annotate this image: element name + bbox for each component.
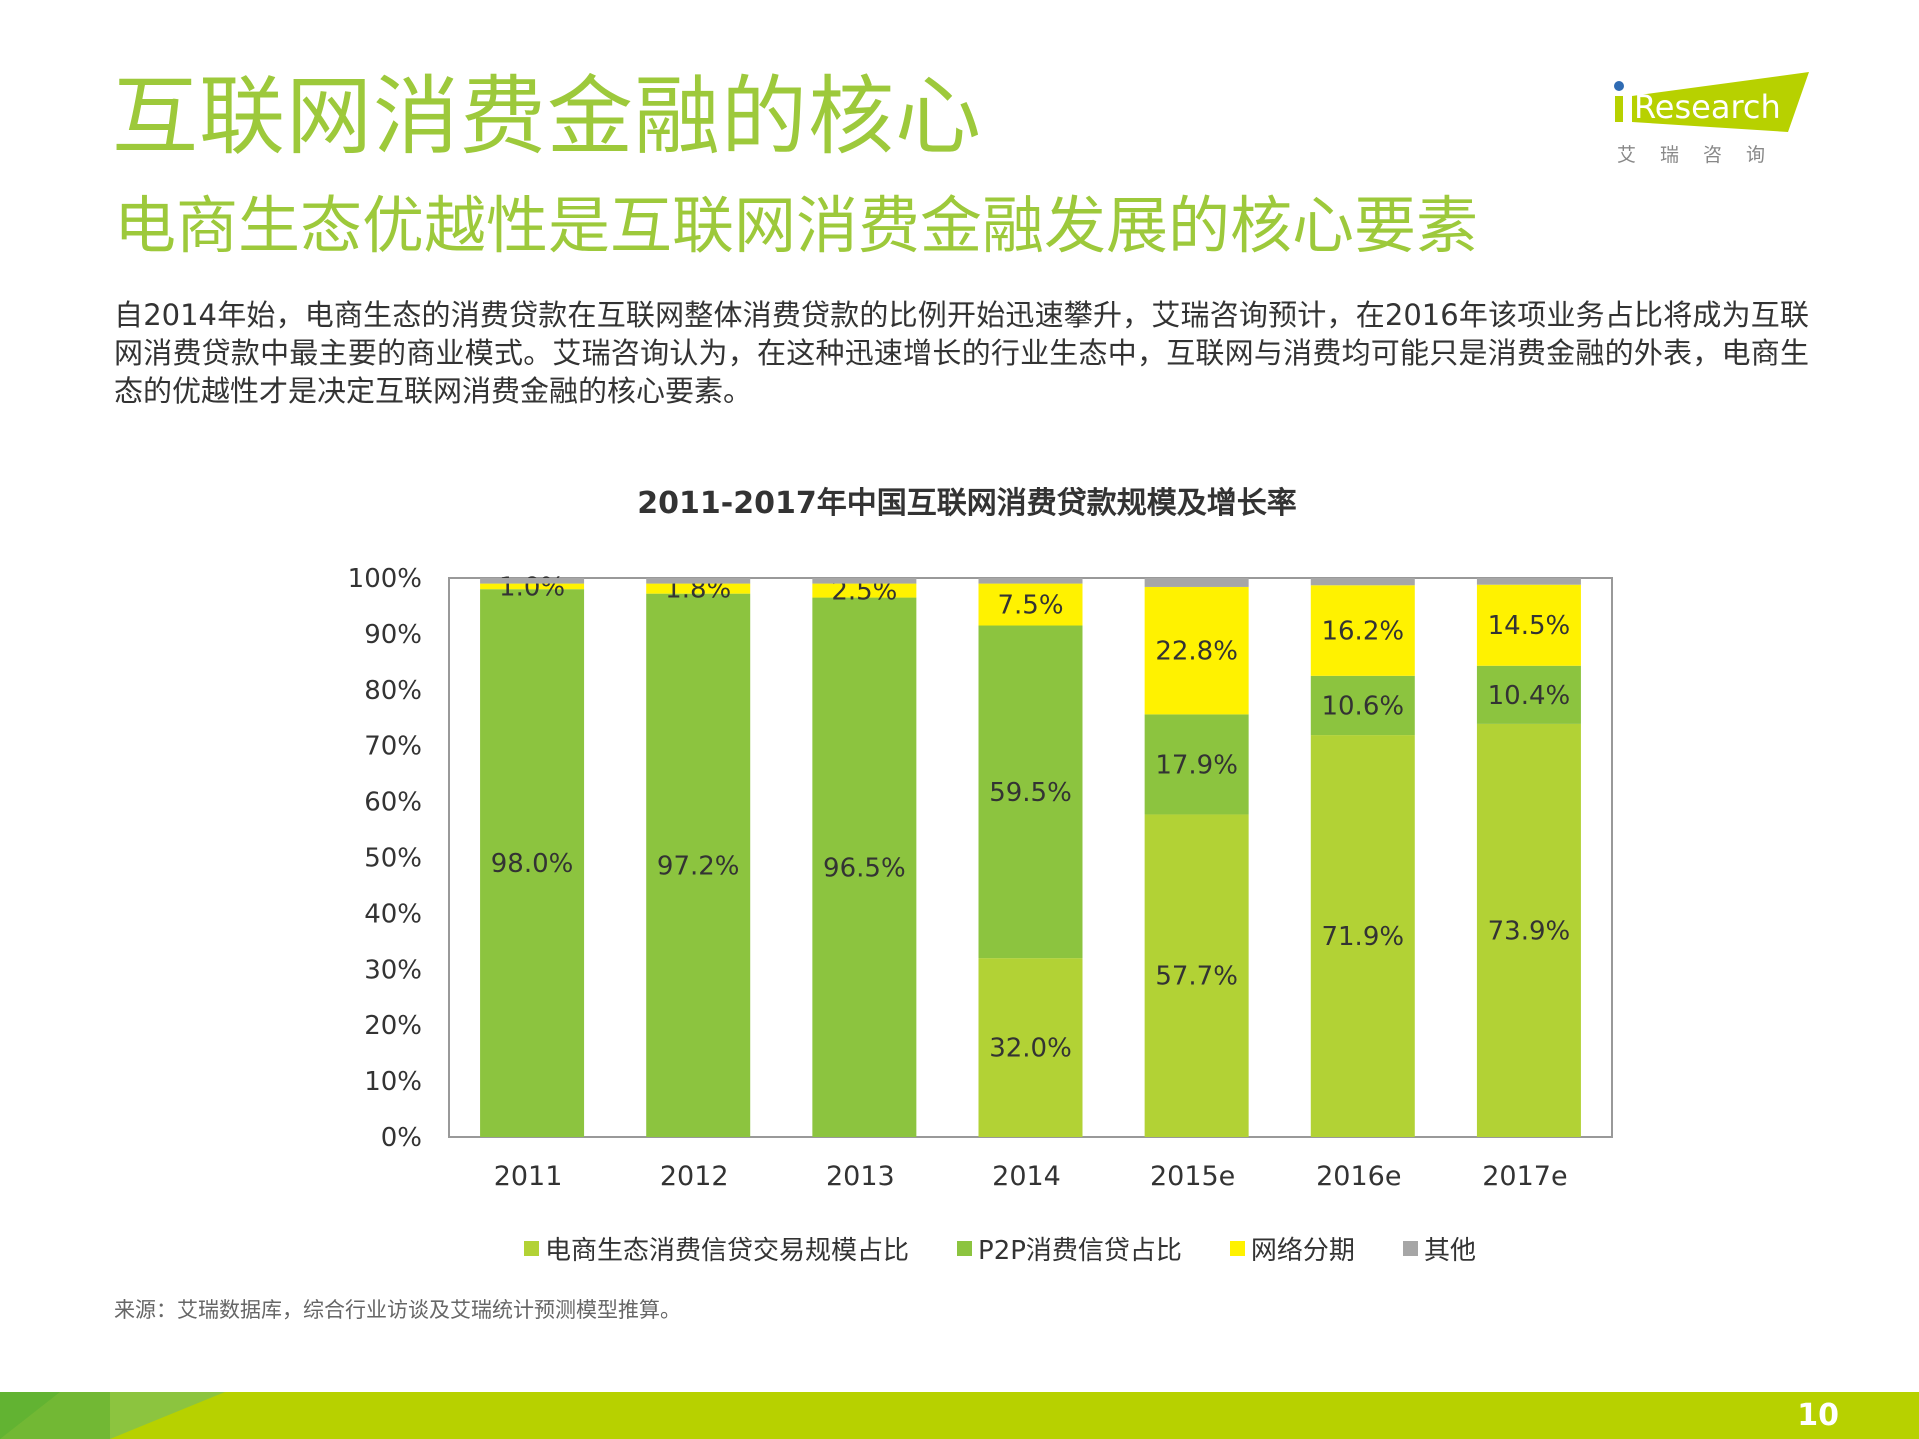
x-tick-label: 2013	[826, 1161, 895, 1192]
iresearch-logo: Research 艾瑞咨询	[1614, 72, 1809, 166]
legend-label: 网络分期	[1250, 1236, 1355, 1266]
bar-segment	[646, 593, 751, 1137]
bar-segment	[978, 958, 1083, 1137]
y-tick-label: 80%	[364, 676, 422, 706]
data-label: 14.5%	[1488, 611, 1571, 641]
data-label: 32.0%	[989, 1034, 1072, 1064]
bar-segment	[480, 589, 585, 1137]
data-label: 7.5%	[997, 591, 1063, 621]
bar-segment	[812, 597, 917, 1137]
bar-segment	[1310, 735, 1415, 1137]
data-label: 71.9%	[1321, 922, 1404, 952]
legend-swatch	[524, 1241, 539, 1256]
chart-legend: 电商生态消费信贷交易规模占比 P2P消费信贷占比 网络分期 其他	[524, 1230, 1476, 1267]
x-tick-label: 2012	[660, 1161, 729, 1192]
legend-label: 其他	[1423, 1236, 1476, 1266]
page-title: 互联网消费金融的核心	[112, 67, 982, 167]
bar-segment	[480, 578, 585, 584]
data-label: 1.0%	[499, 572, 565, 602]
body-paragraph: 自2014年始，电商生态的消费贷款在互联网整体消费贷款的比例开始迅速攀升，艾瑞咨…	[114, 298, 1809, 408]
source-note: 来源：艾瑞数据库，综合行业访谈及艾瑞统计预测模型推算。	[114, 1298, 681, 1322]
data-label: 10.6%	[1321, 691, 1404, 721]
bar-segment	[1144, 814, 1249, 1137]
legend-item-p2p: P2P消费信贷占比	[957, 1230, 1182, 1267]
bar-segment	[812, 583, 917, 598]
x-tick-label: 2011	[494, 1161, 563, 1192]
x-tick-label: 2015e	[1150, 1161, 1235, 1192]
footer-bar	[0, 1392, 1919, 1439]
svg-text:Research: Research	[1634, 88, 1781, 126]
bar-segment	[1476, 584, 1581, 666]
bar-segment	[978, 578, 1083, 584]
bar-segment	[1476, 723, 1581, 1137]
footer-decoration	[0, 1392, 225, 1439]
legend-item-ecommerce: 电商生态消费信贷交易规模占比	[524, 1230, 909, 1267]
data-label: 17.9%	[1155, 750, 1238, 780]
y-tick-label: 10%	[364, 1067, 422, 1097]
bar-segment	[480, 583, 585, 590]
data-label: 57.7%	[1155, 962, 1238, 992]
y-tick-label: 0%	[381, 1123, 422, 1153]
legend-swatch	[957, 1241, 973, 1256]
bar-segment	[1476, 665, 1581, 724]
bar-segment	[1144, 714, 1249, 815]
legend-item-installment: 网络分期	[1229, 1230, 1355, 1267]
x-tick-label: 2014	[992, 1161, 1061, 1192]
y-tick-label: 90%	[364, 620, 422, 650]
bar-segment	[1476, 578, 1581, 585]
chart-title: 2011-2017年中国互联网消费贷款规模及增长率	[637, 486, 1297, 521]
data-label: 97.2%	[657, 851, 740, 881]
data-label: 22.8%	[1155, 637, 1238, 667]
y-tick-label: 20%	[364, 1011, 422, 1041]
legend-label: 电商生态消费信贷交易规模占比	[545, 1236, 910, 1266]
page-subtitle: 电商生态优越性是互联网消费金融发展的核心要素	[114, 189, 1479, 262]
y-tick-label: 100%	[348, 564, 422, 594]
bar-segment	[1144, 578, 1249, 587]
bar-segment	[646, 583, 751, 594]
y-tick-label: 50%	[364, 844, 422, 874]
svg-text:艾瑞咨询: 艾瑞咨询	[1617, 144, 1789, 166]
legend-item-other: 其他	[1402, 1230, 1476, 1267]
x-tick-label: 2016e	[1316, 1161, 1401, 1192]
legend-label: P2P消费信贷占比	[978, 1236, 1182, 1266]
bar-segment	[978, 583, 1083, 626]
data-label: 59.5%	[989, 778, 1072, 808]
data-label: 96.5%	[823, 853, 906, 883]
bar-segment	[1310, 675, 1415, 736]
bar-segment	[1310, 578, 1415, 586]
bar-segment	[1310, 585, 1415, 676]
bar-segment	[812, 578, 917, 584]
data-label: 73.9%	[1488, 916, 1571, 946]
legend-swatch	[1402, 1241, 1418, 1256]
data-label: 16.2%	[1321, 617, 1404, 647]
y-tick-label: 30%	[364, 955, 422, 985]
data-label: 98.0%	[491, 849, 574, 879]
y-tick-label: 40%	[364, 899, 422, 929]
y-tick-label: 60%	[364, 788, 422, 818]
page-number: 10	[1797, 1398, 1839, 1433]
bar-segment	[1144, 586, 1249, 715]
y-tick-label: 70%	[364, 732, 422, 762]
legend-swatch	[1229, 1241, 1245, 1256]
x-tick-label: 2017e	[1482, 1161, 1567, 1192]
bar-segment	[978, 625, 1083, 959]
bar-segment	[646, 578, 751, 584]
data-label: 10.4%	[1488, 681, 1571, 711]
